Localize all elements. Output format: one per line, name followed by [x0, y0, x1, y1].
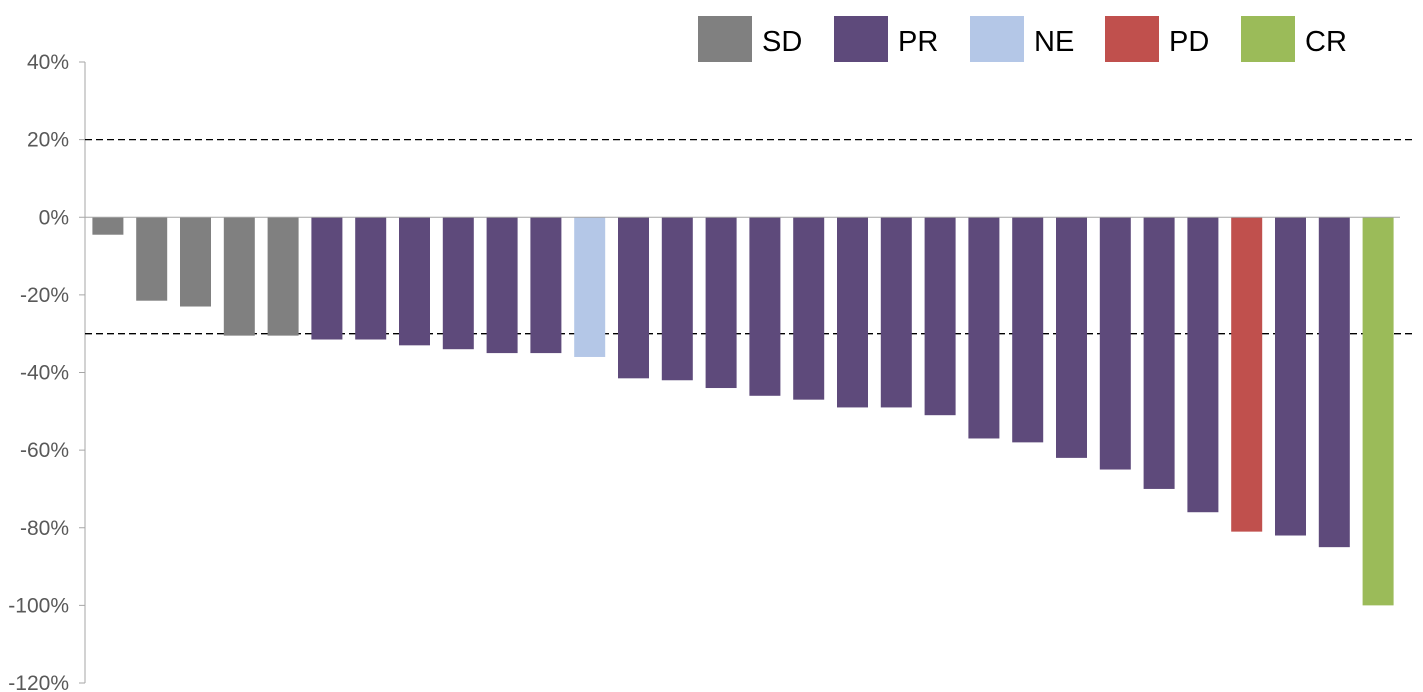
bar-pr — [661, 217, 693, 381]
legend-label: SD — [762, 26, 802, 58]
bar-pr — [837, 217, 868, 408]
legend: SD PR NE PD CR — [698, 16, 1347, 62]
bar-pr — [1012, 217, 1044, 443]
bar-pr — [355, 217, 387, 340]
legend-item-sd: SD — [698, 16, 802, 62]
legend-item-cr: CR — [1241, 16, 1347, 62]
bar-pr — [1187, 217, 1219, 513]
y-tick-label: -120% — [8, 672, 69, 692]
legend-swatch — [698, 16, 752, 62]
legend-label: PR — [898, 26, 938, 58]
y-axis: 40% 20% 0% -20% -40% -60% -80% -100% -120% — [8, 51, 86, 692]
legend-label: PD — [1169, 26, 1209, 58]
bar-ne — [574, 217, 606, 357]
bar-sd — [267, 217, 299, 336]
legend-swatch — [834, 16, 888, 62]
bar-pr — [793, 217, 825, 400]
y-tick-label: -100% — [8, 594, 69, 617]
bar-pr — [880, 217, 912, 408]
bar-pr — [311, 217, 343, 340]
bar-pr — [1275, 217, 1306, 536]
y-tick-label: 40% — [27, 51, 69, 74]
bar-sd — [223, 217, 255, 336]
bar-sd — [92, 217, 124, 235]
bar-pr — [1143, 217, 1175, 489]
bar-pr — [749, 217, 781, 396]
bars — [92, 217, 1394, 606]
bar-pr — [968, 217, 1000, 439]
bar-sd — [180, 217, 211, 307]
bar-pr — [442, 217, 474, 350]
y-tick-label: 0% — [39, 206, 69, 229]
bar-cr — [1362, 217, 1394, 606]
legend-item-ne: NE — [970, 16, 1074, 62]
legend-label: NE — [1034, 26, 1074, 58]
bar-sd — [136, 217, 168, 301]
bar-pr — [399, 217, 430, 346]
bar-pr — [1056, 217, 1087, 458]
bar-pr — [1099, 217, 1131, 470]
y-tick-label: -80% — [20, 517, 69, 540]
y-tick-label: -60% — [20, 439, 69, 462]
bar-pr — [530, 217, 562, 354]
bar-pr — [486, 217, 518, 354]
y-tick-label: -20% — [20, 284, 69, 307]
bar-pr — [924, 217, 956, 416]
legend-item-pd: PD — [1105, 16, 1209, 62]
bar-pd — [1231, 217, 1263, 532]
bar-pr — [705, 217, 737, 389]
legend-item-pr: PR — [834, 16, 938, 62]
y-tick-label: 20% — [27, 129, 69, 152]
bar-pr — [618, 217, 649, 379]
legend-swatch — [1105, 16, 1159, 62]
legend-swatch — [970, 16, 1024, 62]
legend-label: CR — [1305, 26, 1347, 58]
bar-pr — [1318, 217, 1350, 548]
legend-swatch — [1241, 16, 1295, 62]
y-tick-label: -40% — [20, 362, 69, 385]
